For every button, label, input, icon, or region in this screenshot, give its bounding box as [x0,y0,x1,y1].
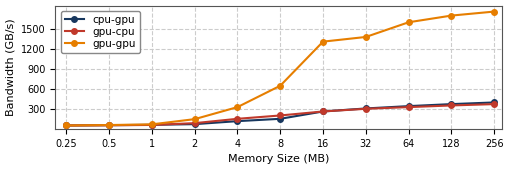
gpu-cpu [234,118,240,120]
gpu-gpu [447,15,454,17]
gpu-gpu [405,21,411,23]
cpu-gpu [405,105,411,107]
cpu-gpu [276,118,282,120]
cpu-gpu [319,110,325,113]
gpu-cpu [106,124,112,126]
gpu-gpu [234,106,240,108]
gpu-cpu [490,103,496,105]
gpu-cpu [149,124,155,126]
gpu-gpu [319,41,325,43]
gpu-gpu [276,85,282,87]
gpu-cpu [276,114,282,116]
cpu-gpu [362,107,368,109]
gpu-gpu [149,123,155,125]
gpu-gpu [490,11,496,13]
gpu-gpu [106,124,112,126]
gpu-cpu [63,124,69,126]
cpu-gpu [149,124,155,126]
gpu-cpu [447,104,454,106]
Line: gpu-gpu: gpu-gpu [63,9,496,128]
cpu-gpu [191,123,197,125]
gpu-gpu [362,36,368,38]
cpu-gpu [234,120,240,122]
cpu-gpu [447,103,454,105]
gpu-cpu [319,110,325,113]
Legend: cpu-gpu, gpu-cpu, gpu-gpu: cpu-gpu, gpu-cpu, gpu-gpu [61,11,139,53]
gpu-gpu [63,124,69,126]
Line: cpu-gpu: cpu-gpu [63,100,496,128]
cpu-gpu [106,124,112,126]
cpu-gpu [490,101,496,104]
Y-axis label: Bandwidth (GB/s): Bandwidth (GB/s) [6,19,16,116]
cpu-gpu [63,124,69,126]
gpu-gpu [191,118,197,120]
X-axis label: Memory Size (MB): Memory Size (MB) [228,154,329,164]
Line: gpu-cpu: gpu-cpu [63,101,496,128]
gpu-cpu [362,108,368,110]
gpu-cpu [191,122,197,124]
gpu-cpu [405,106,411,108]
